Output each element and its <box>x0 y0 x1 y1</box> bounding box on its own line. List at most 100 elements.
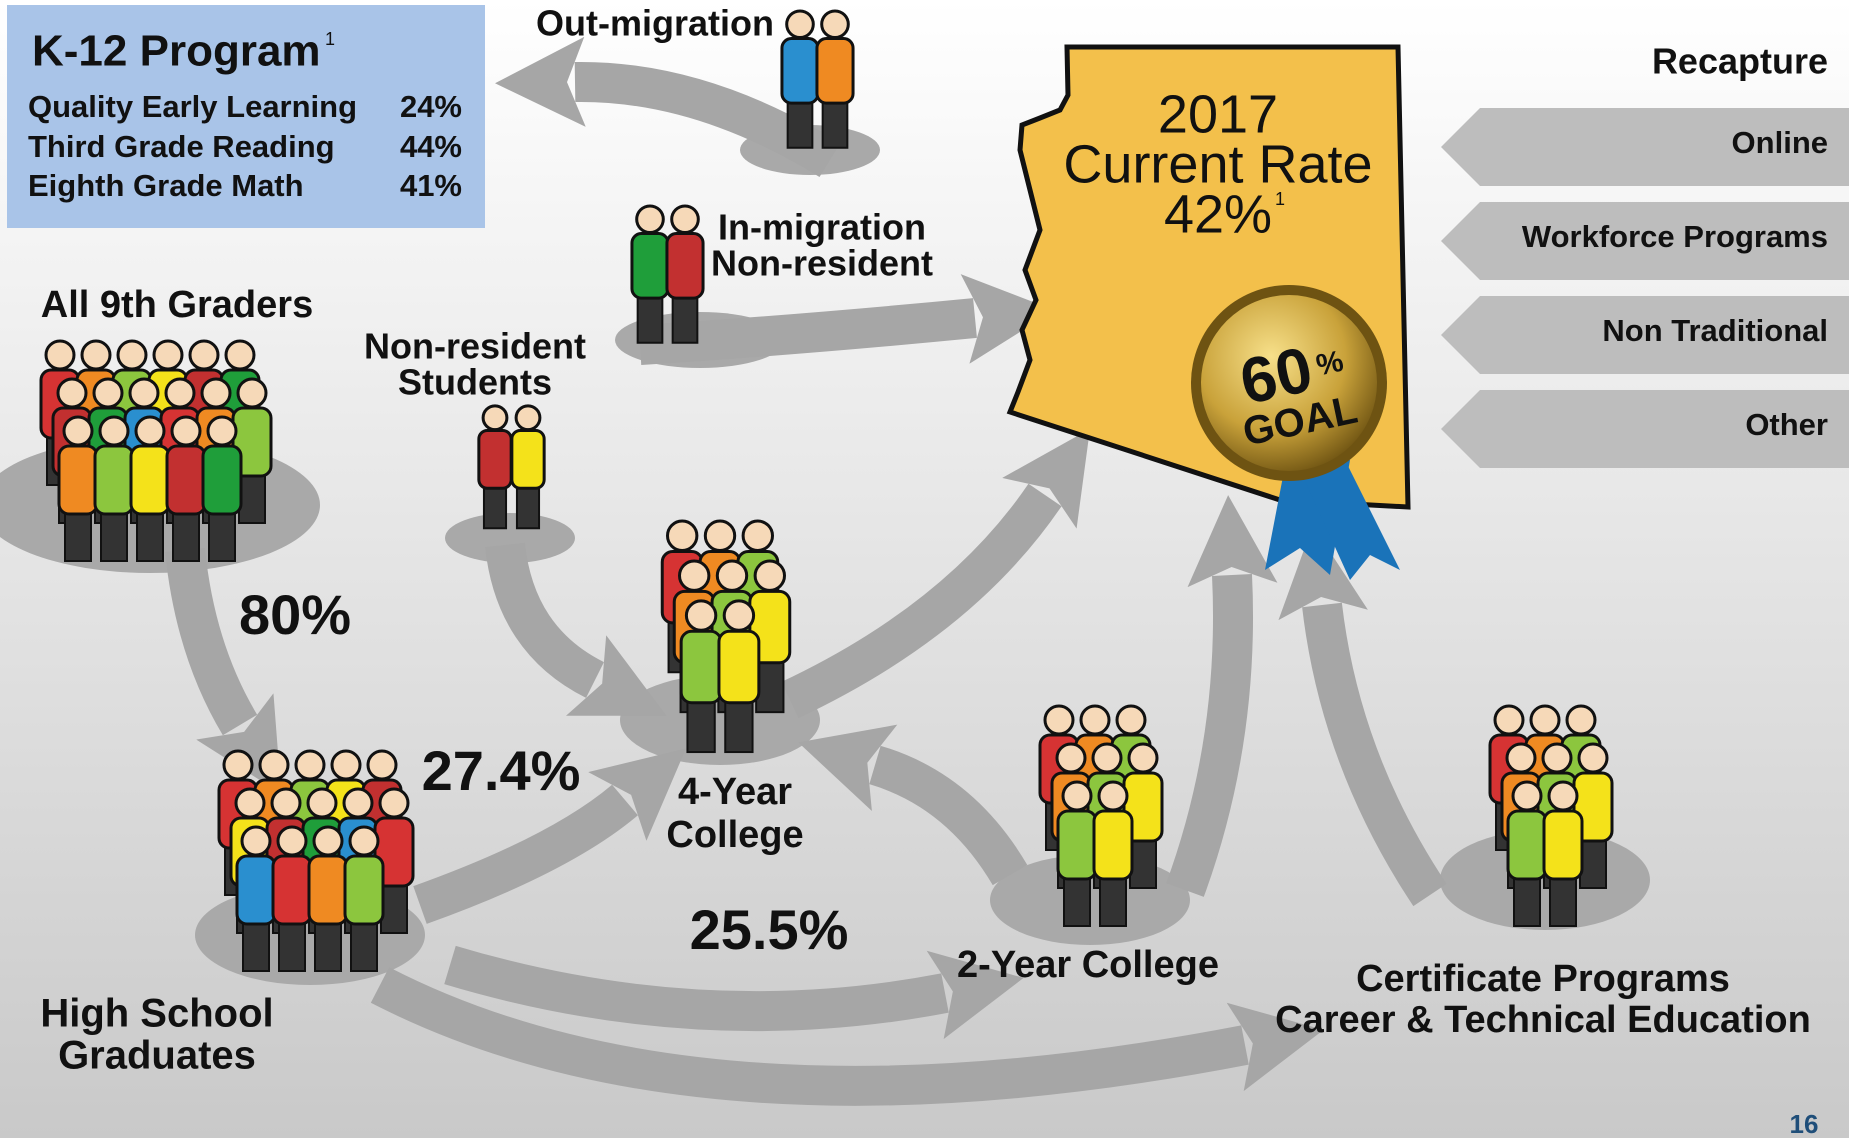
flow-label: Career & Technical Education <box>1275 999 1811 1041</box>
person-body <box>129 444 171 516</box>
person <box>679 599 723 754</box>
person-head <box>234 787 266 819</box>
arrow <box>165 547 282 794</box>
person <box>477 404 513 530</box>
person-head <box>312 825 344 857</box>
person-body <box>665 232 705 300</box>
person <box>307 825 349 972</box>
person-body <box>815 37 855 105</box>
person-body <box>780 37 820 105</box>
person-head <box>92 377 124 409</box>
person-head <box>116 339 148 371</box>
person-head <box>378 787 410 819</box>
recapture-item: Non Traditional <box>1602 313 1828 348</box>
flow-label: Graduates <box>58 1034 256 1078</box>
state-year: 2017 <box>1158 84 1278 144</box>
person-head <box>294 749 326 781</box>
person-body <box>93 444 135 516</box>
person-head <box>1505 742 1537 774</box>
state-label: Current Rate <box>1063 134 1372 194</box>
person-head <box>722 599 756 632</box>
flow-label: Non-resident <box>364 326 586 367</box>
person-body <box>271 854 313 926</box>
flow-label: Students <box>398 362 552 403</box>
person-head <box>1565 704 1597 736</box>
goal-rate: 60 <box>1234 333 1319 418</box>
k12-label: Third Grade Reading <box>28 129 335 164</box>
person <box>780 9 820 149</box>
person <box>1542 780 1584 927</box>
person <box>630 204 670 344</box>
person-head <box>1061 780 1093 812</box>
person-body <box>1542 809 1584 881</box>
recapture-box <box>1441 202 1849 280</box>
person-head <box>684 599 718 632</box>
person-head <box>1055 742 1087 774</box>
arrow <box>1278 525 1447 907</box>
recapture-box <box>1441 296 1849 374</box>
person-head <box>1577 742 1609 774</box>
person-head <box>666 519 699 552</box>
person-body <box>510 429 546 490</box>
flow-label: Certificate Programs <box>1356 958 1730 1000</box>
person-body <box>630 232 670 300</box>
person-head <box>98 415 130 447</box>
page-number: 16 <box>1790 1109 1819 1138</box>
person-head <box>170 415 202 447</box>
person-body <box>165 444 207 516</box>
person-head <box>188 339 220 371</box>
person-head <box>240 825 272 857</box>
person-head <box>1493 704 1525 736</box>
arrow <box>413 748 687 924</box>
flow-label: Out-migration <box>536 3 774 44</box>
person-head <box>206 415 238 447</box>
person-body <box>679 629 723 705</box>
recapture-box <box>1441 390 1849 468</box>
person <box>201 415 243 562</box>
person-head <box>785 9 815 40</box>
arrow <box>781 428 1091 719</box>
rate-label: 27.4% <box>422 739 581 802</box>
arrow <box>798 724 1028 886</box>
recapture-item: Other <box>1745 407 1828 442</box>
k12-value: 24% <box>400 89 462 124</box>
person-head <box>306 787 338 819</box>
person-head <box>134 415 166 447</box>
rate-label: 25.5% <box>690 898 849 961</box>
person-body <box>307 854 349 926</box>
person-head <box>820 9 850 40</box>
arrow <box>1166 495 1278 897</box>
person <box>129 415 171 562</box>
person-body <box>57 444 99 516</box>
person-head <box>164 377 196 409</box>
person-body <box>235 854 277 926</box>
person-head <box>670 204 700 235</box>
k12-title: K-12 Program <box>32 27 321 76</box>
person-body <box>717 629 761 705</box>
flow-label: 2-Year College <box>957 944 1219 986</box>
footnote: 1 <box>325 29 335 49</box>
person-head <box>1541 742 1573 774</box>
person-head <box>62 415 94 447</box>
person-body <box>1056 809 1098 881</box>
person-head <box>715 559 749 592</box>
person-head <box>128 377 160 409</box>
person <box>510 404 546 530</box>
person-head <box>635 204 665 235</box>
recapture-title: Recapture <box>1652 41 1828 82</box>
person <box>271 825 313 972</box>
person-head <box>222 749 254 781</box>
person-head <box>1091 742 1123 774</box>
recapture-box <box>1441 108 1849 186</box>
person-head <box>1079 704 1111 736</box>
person-head <box>366 749 398 781</box>
person <box>1056 780 1098 927</box>
flow-label: All 9th Graders <box>41 284 313 326</box>
state-rate: 42% <box>1164 184 1272 244</box>
person <box>1506 780 1548 927</box>
person-head <box>1097 780 1129 812</box>
person-head <box>1115 704 1147 736</box>
k12-value: 41% <box>400 168 462 203</box>
person-head <box>678 559 711 592</box>
